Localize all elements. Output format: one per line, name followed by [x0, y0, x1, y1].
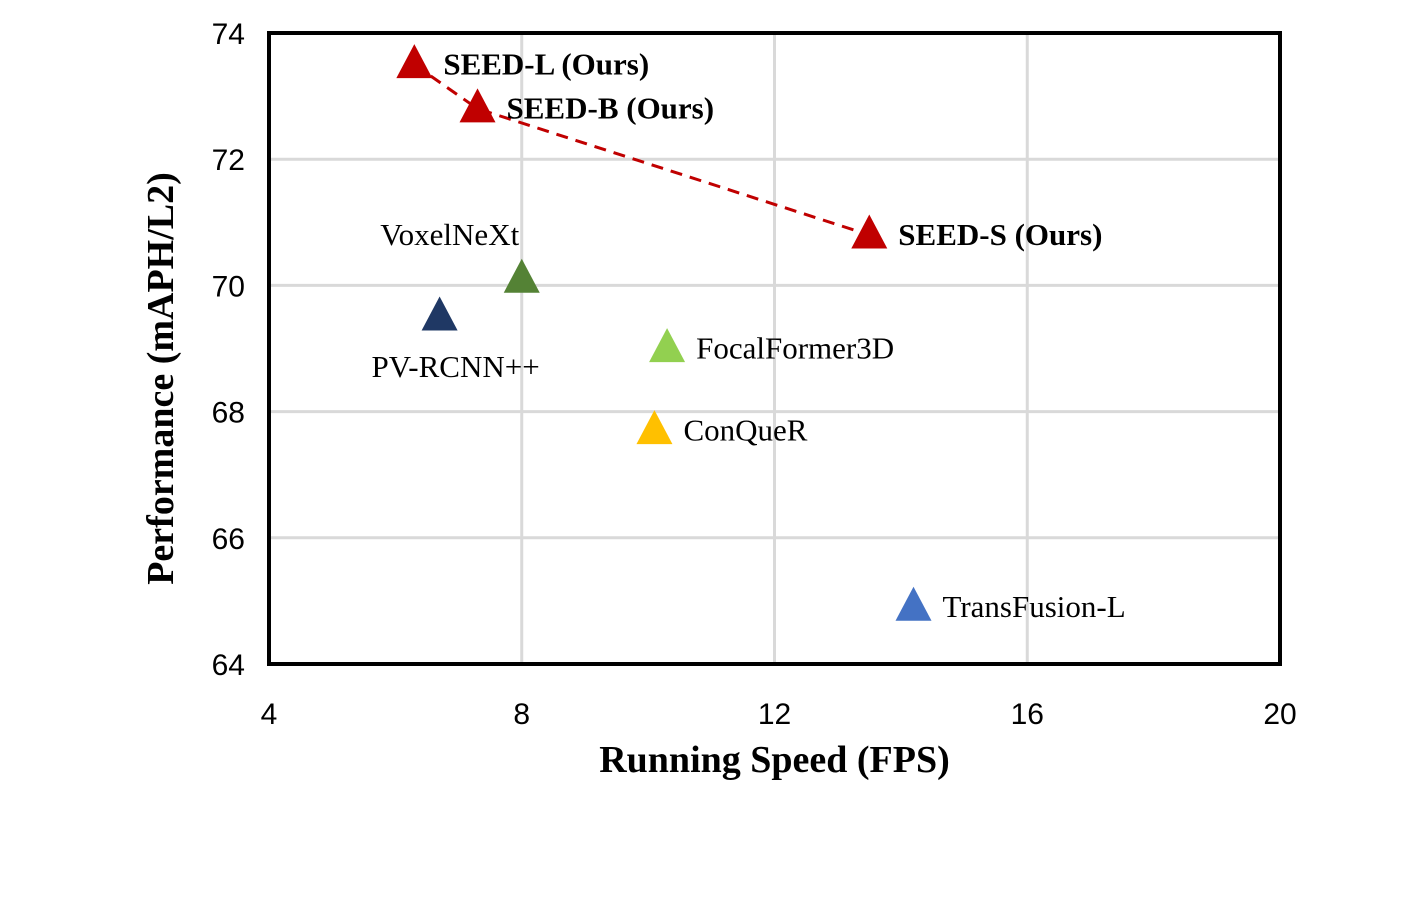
- label-seed-s-ours: SEED-S (Ours): [898, 217, 1102, 252]
- point-labels: SEED-L (Ours) SEED-B (Ours) SEED-S (Ours) V…: [372, 47, 1126, 625]
- x-tick-label: 20: [1263, 698, 1296, 731]
- y-tick-label: 64: [212, 649, 245, 682]
- x-tick-label: 4: [261, 698, 278, 731]
- y-tick-label: 70: [212, 270, 245, 303]
- y-tick-label: 74: [212, 18, 245, 51]
- label-voxelnext: VoxelNeXt: [380, 217, 519, 252]
- x-tick-label: 12: [758, 698, 791, 731]
- marker-focalformer3d: [649, 328, 686, 363]
- data-markers: [396, 44, 932, 621]
- y-axis-title: Performance (mAPH/L2): [140, 172, 182, 585]
- marker-pv-rcnn: [421, 296, 458, 331]
- y-tick-label: 66: [212, 523, 245, 556]
- marker-conquer: [636, 410, 673, 445]
- label-conquer: ConQueR: [683, 413, 807, 448]
- label-seed-b-ours: SEED-B (Ours): [507, 91, 715, 126]
- x-tick-label: 8: [513, 698, 530, 731]
- label-pv-rcnn: PV-RCNN++: [372, 349, 540, 384]
- label-seed-l-ours: SEED-L (Ours): [443, 47, 649, 82]
- gridlines: [269, 33, 1280, 664]
- seed-trend-line: [413, 63, 870, 237]
- x-tick-label: 16: [1011, 698, 1044, 731]
- x-axis-ticks: 4 8 12 16 20: [261, 698, 1297, 731]
- label-transfusion-l: TransFusion-L: [943, 589, 1126, 624]
- y-axis-ticks: 64 66 68 70 72 74: [212, 18, 245, 682]
- marker-voxelnext: [503, 258, 540, 293]
- x-axis-title: Running Speed (FPS): [599, 739, 950, 781]
- marker-seed-l-ours: [396, 44, 433, 79]
- y-tick-label: 68: [212, 397, 245, 430]
- plot-frame: [267, 31, 1282, 666]
- label-focalformer3d: FocalFormer3D: [696, 331, 894, 366]
- marker-seed-b-ours: [459, 88, 496, 123]
- marker-seed-s-ours: [851, 214, 888, 249]
- marker-transfusion-l: [895, 586, 932, 621]
- y-tick-label: 72: [212, 144, 245, 177]
